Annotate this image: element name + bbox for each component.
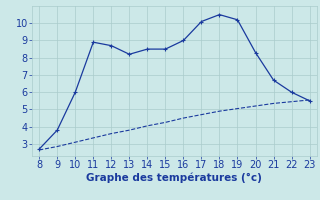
X-axis label: Graphe des températures (°c): Graphe des températures (°c) [86, 173, 262, 183]
